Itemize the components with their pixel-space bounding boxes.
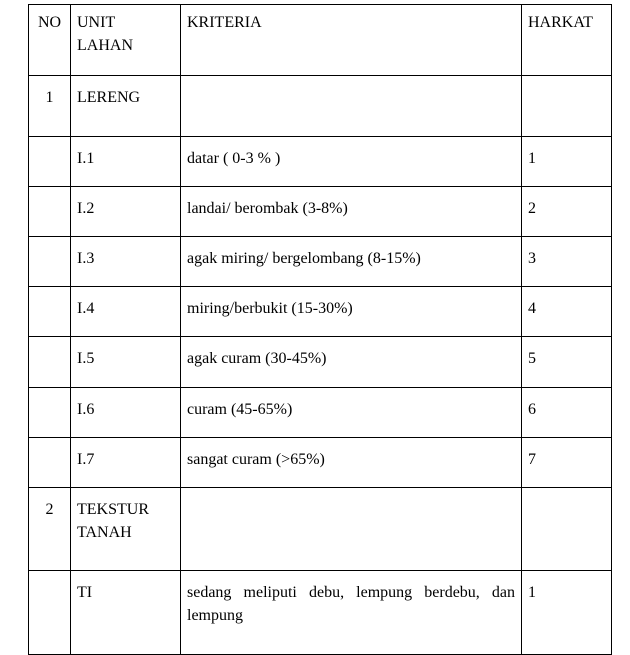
cell-unit-lahan: TI bbox=[71, 571, 181, 654]
table-header-row: NO UNIT LAHAN KRITERIA HARKAT bbox=[29, 5, 612, 76]
cell-no: 1 bbox=[29, 76, 71, 136]
cell-kriteria bbox=[181, 76, 522, 136]
header-kriteria: KRITERIA bbox=[181, 5, 522, 76]
cell-harkat: 4 bbox=[522, 287, 612, 337]
table-row: I.1datar ( 0-3 % )1 bbox=[29, 136, 612, 186]
cell-harkat bbox=[522, 487, 612, 570]
cell-no bbox=[29, 236, 71, 286]
header-unit-lahan: UNIT LAHAN bbox=[71, 5, 181, 76]
cell-no bbox=[29, 287, 71, 337]
cell-no bbox=[29, 571, 71, 654]
header-unit-line1: UNIT bbox=[77, 14, 115, 31]
cell-kriteria bbox=[181, 487, 522, 570]
header-unit-line2: LAHAN bbox=[77, 37, 133, 54]
cell-unit-lahan: I.5 bbox=[71, 337, 181, 387]
cell-harkat: 1 bbox=[522, 571, 612, 654]
table-row: I.6curam (45-65%)6 bbox=[29, 387, 612, 437]
cell-unit-lahan: I.3 bbox=[71, 236, 181, 286]
table-row: 2 TEKSTUR TANAH bbox=[29, 487, 612, 570]
cell-kriteria: sedang meliputi debu, lempung berdebu, d… bbox=[181, 571, 522, 654]
cell-no bbox=[29, 387, 71, 437]
table-row: TIsedang meliputi debu, lempung berdebu,… bbox=[29, 571, 612, 654]
cell-harkat: 5 bbox=[522, 337, 612, 387]
table-body: 1LERENGI.1datar ( 0-3 % )1I.2landai/ ber… bbox=[29, 76, 612, 654]
cell-kriteria: agak curam (30-45%) bbox=[181, 337, 522, 387]
cell-unit-lahan: I.2 bbox=[71, 186, 181, 236]
table-row: I.5agak curam (30-45%)5 bbox=[29, 337, 612, 387]
cell-kriteria: landai/ berombak (3-8%) bbox=[181, 186, 522, 236]
cell-harkat bbox=[522, 76, 612, 136]
table-row: I.4miring/berbukit (15-30%)4 bbox=[29, 287, 612, 337]
cell-kriteria: miring/berbukit (15-30%) bbox=[181, 287, 522, 337]
cell-no bbox=[29, 186, 71, 236]
table-row: I.3agak miring/ bergelombang (8-15%)3 bbox=[29, 236, 612, 286]
cell-no: 2 bbox=[29, 487, 71, 570]
cell-kriteria: agak miring/ bergelombang (8-15%) bbox=[181, 236, 522, 286]
table-row: I.2landai/ berombak (3-8%)2 bbox=[29, 186, 612, 236]
table-row: 1LERENG bbox=[29, 76, 612, 136]
cell-unit-line2: TANAH bbox=[77, 524, 132, 541]
header-harkat: HARKAT bbox=[522, 5, 612, 76]
cell-kriteria: curam (45-65%) bbox=[181, 387, 522, 437]
cell-harkat: 7 bbox=[522, 437, 612, 487]
cell-unit-lahan: I.1 bbox=[71, 136, 181, 186]
cell-unit-lahan: TEKSTUR TANAH bbox=[71, 487, 181, 570]
cell-harkat: 1 bbox=[522, 136, 612, 186]
cell-unit-lahan: I.4 bbox=[71, 287, 181, 337]
cell-unit-line1: TEKSTUR bbox=[77, 501, 149, 518]
cell-harkat: 3 bbox=[522, 236, 612, 286]
cell-unit-lahan: I.7 bbox=[71, 437, 181, 487]
cell-no bbox=[29, 337, 71, 387]
cell-no bbox=[29, 437, 71, 487]
kriteria-table: NO UNIT LAHAN KRITERIA HARKAT 1LERENGI.1… bbox=[28, 4, 612, 655]
cell-no bbox=[29, 136, 71, 186]
cell-kriteria: sangat curam (>65%) bbox=[181, 437, 522, 487]
header-no: NO bbox=[29, 5, 71, 76]
cell-unit-lahan: I.6 bbox=[71, 387, 181, 437]
cell-harkat: 6 bbox=[522, 387, 612, 437]
cell-unit-lahan: LERENG bbox=[71, 76, 181, 136]
table-row: I.7sangat curam (>65%)7 bbox=[29, 437, 612, 487]
cell-harkat: 2 bbox=[522, 186, 612, 236]
cell-kriteria: datar ( 0-3 % ) bbox=[181, 136, 522, 186]
